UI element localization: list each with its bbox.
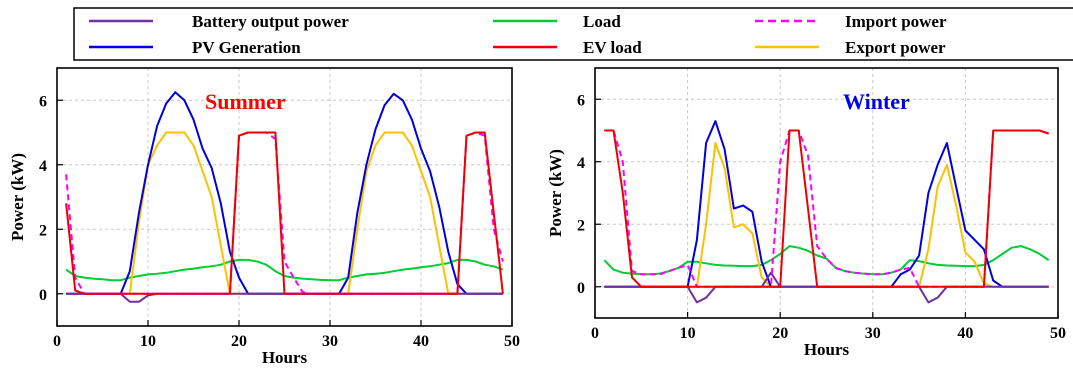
y-tick-label: 4 [39,158,47,175]
legend-label-ev: EV load [583,38,642,57]
x-tick-label: 50 [1050,325,1066,342]
series-line-load [65,258,504,282]
x-tick-label: 0 [591,325,599,342]
x-axis-title: Hours [804,340,850,359]
legend-box [73,7,1073,61]
series-line-import [604,129,1050,288]
chart-title: Winter [843,89,910,114]
series-line-battery [66,292,503,303]
x-axis-title: Hours [262,348,308,367]
x-tick-label: 40 [957,325,973,342]
series-line-pv [604,120,1049,288]
series-line-export [66,131,503,295]
legend: Battery output power Load Import power PV G… [73,7,1073,61]
x-tick-label: 30 [322,333,338,350]
plot-frame [594,67,1059,319]
y-tick-label: 2 [577,217,585,234]
legend-label-export: Export power [845,38,946,57]
series-line-load [603,245,1050,276]
x-tick-label: 20 [231,333,247,350]
legend-label-pv: PV Generation [192,38,301,57]
x-tick-label: 50 [504,333,520,350]
x-tick-label: 40 [413,333,429,350]
legend-label-import: Import power [845,12,947,31]
x-tick-label: 30 [865,325,881,342]
legend-label-battery: Battery output power [192,12,349,31]
y-tick-label: 2 [39,222,47,239]
y-tick-label: 0 [577,280,585,297]
y-tick-label: 4 [577,155,585,172]
x-tick-label: 20 [772,325,788,342]
y-tick-label: 6 [577,92,585,109]
y-tick-label: 6 [39,93,47,110]
y-axis-title: Power (kW) [8,153,27,241]
series-line-pv [66,91,503,295]
y-axis-title: Power (kW) [546,149,565,237]
x-tick-label: 10 [680,325,696,342]
series-line-import [65,131,504,295]
series-line-ev [65,131,504,295]
plot-frame [56,67,513,327]
x-tick-label: 10 [140,333,156,350]
summer-chart: 0 10 20 30 40 50 0 2 4 6 Hours Power (kW) Summer [8,67,520,367]
series-line-ev [604,129,1050,288]
chart-title: Summer [205,89,286,114]
legend-label-load: Load [583,12,621,31]
winter-chart: 0 10 20 30 40 50 0 2 4 6 Hours Power (kW) Winter [546,67,1066,359]
x-tick-label: 0 [53,333,61,350]
y-tick-label: 0 [39,287,47,304]
